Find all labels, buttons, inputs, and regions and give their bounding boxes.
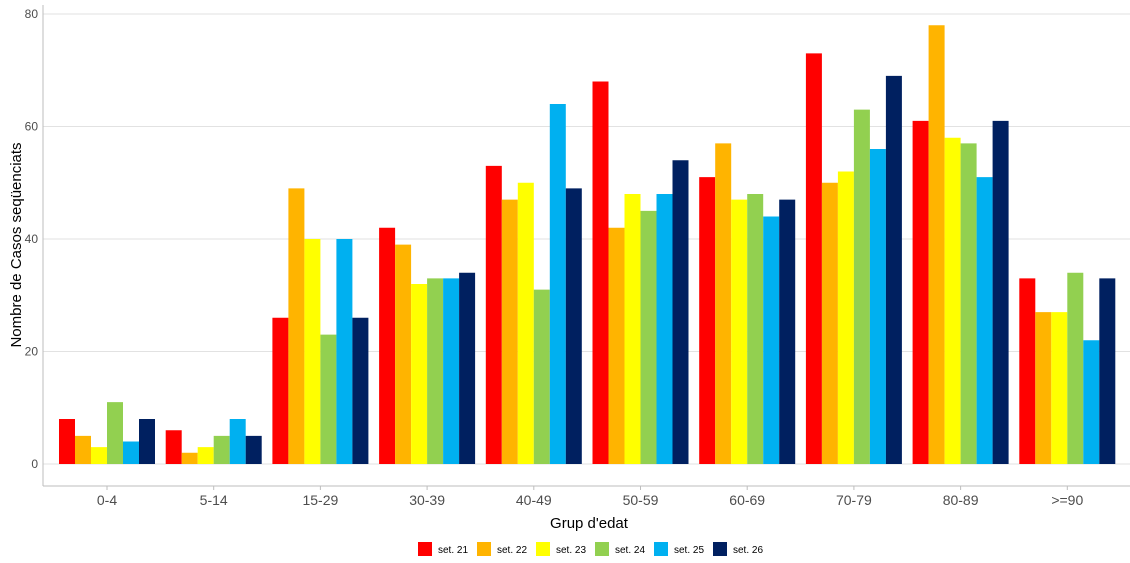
- legend-swatch: [654, 542, 668, 556]
- bar: [1083, 340, 1100, 464]
- bar: [352, 317, 369, 464]
- bar: [395, 244, 412, 464]
- legend-swatch: [477, 542, 491, 556]
- legend-label: set. 25: [674, 545, 704, 556]
- bar: [139, 419, 155, 464]
- legend-swatch: [595, 542, 609, 556]
- bar: [59, 419, 75, 464]
- bar: [123, 441, 139, 464]
- bar: [443, 278, 460, 464]
- bar: [565, 188, 582, 464]
- bar: [501, 199, 518, 464]
- bar: [821, 182, 838, 464]
- bars: [59, 25, 1116, 464]
- x-tick-label: 0-4: [97, 492, 117, 508]
- bar: [976, 177, 993, 464]
- bar: [181, 452, 198, 464]
- bar: [304, 239, 321, 464]
- x-axis-ticks: 0-4 5-14 15-29 30-39 40-49 50-59 60-69 70-79 80-…: [97, 486, 1083, 508]
- bar: [779, 199, 796, 464]
- bar: [75, 435, 91, 464]
- bar: [1067, 272, 1084, 464]
- legend-label: set. 21: [438, 545, 468, 556]
- bar: [336, 239, 353, 464]
- y-tick-label: 0: [31, 457, 38, 471]
- bar: [165, 430, 182, 464]
- bar: [1019, 278, 1036, 464]
- y-axis-ticks: 0 20 40 60 80: [25, 7, 39, 471]
- bar: [213, 435, 230, 464]
- bar: [288, 188, 305, 464]
- bar: [885, 75, 902, 464]
- x-tick-label: 40-49: [516, 492, 552, 508]
- legend-swatch: [536, 542, 550, 556]
- x-tick-label: 80-89: [943, 492, 979, 508]
- x-tick-label: 70-79: [836, 492, 872, 508]
- bar: [869, 149, 886, 464]
- legend-label: set. 22: [497, 545, 527, 556]
- x-tick-label: 5-14: [200, 492, 228, 508]
- x-tick-label: 30-39: [409, 492, 445, 508]
- bar: [747, 194, 764, 464]
- y-tick-label: 60: [25, 120, 39, 134]
- bar: [731, 199, 748, 464]
- y-axis-title: Nombre de Casos seqüenciats: [8, 142, 25, 347]
- bar: [272, 317, 289, 464]
- bar: [1099, 278, 1116, 464]
- y-tick-label: 80: [25, 7, 39, 21]
- bar: [715, 143, 732, 464]
- legend-label: set. 24: [615, 545, 645, 556]
- bar: [1035, 312, 1052, 464]
- legend-label: set. 23: [556, 545, 586, 556]
- bar: [656, 194, 673, 464]
- bar: [608, 227, 625, 464]
- bar: [485, 165, 502, 464]
- legend: set. 21 set. 22 set. 23 set. 24 set. 25 set. …: [418, 542, 763, 556]
- bar: [533, 289, 550, 464]
- bar: [517, 182, 534, 464]
- y-tick-label: 40: [25, 232, 39, 246]
- x-tick-label: >=90: [1051, 492, 1083, 508]
- bar: [379, 227, 396, 464]
- bar: [837, 171, 854, 464]
- bar: [624, 194, 641, 464]
- bar: [1051, 312, 1068, 464]
- legend-label: set. 26: [733, 545, 763, 556]
- x-tick-label: 15-29: [302, 492, 338, 508]
- bar: [459, 272, 476, 464]
- bar: [912, 120, 929, 464]
- x-axis-title: Grup d'edat: [550, 515, 629, 532]
- bar: [992, 120, 1009, 464]
- bar: [592, 81, 609, 464]
- bar: [853, 109, 870, 464]
- bar: [763, 216, 780, 464]
- bar: [805, 53, 822, 464]
- x-tick-label: 50-59: [623, 492, 659, 508]
- bar: [229, 419, 246, 464]
- legend-swatch: [418, 542, 432, 556]
- bar: [320, 334, 337, 464]
- bar: [245, 435, 262, 464]
- y-tick-label: 20: [25, 345, 39, 359]
- bar: [427, 278, 444, 464]
- bar: [960, 143, 977, 464]
- bar: [411, 284, 428, 464]
- bar: [549, 104, 566, 464]
- bar: [107, 402, 123, 464]
- bar: [699, 177, 716, 464]
- bar: [928, 25, 945, 464]
- bar: [944, 137, 961, 464]
- bar: [197, 447, 214, 464]
- bar: [640, 210, 657, 464]
- bar: [672, 160, 689, 464]
- bar: [91, 447, 107, 464]
- legend-swatch: [713, 542, 727, 556]
- x-tick-label: 60-69: [729, 492, 765, 508]
